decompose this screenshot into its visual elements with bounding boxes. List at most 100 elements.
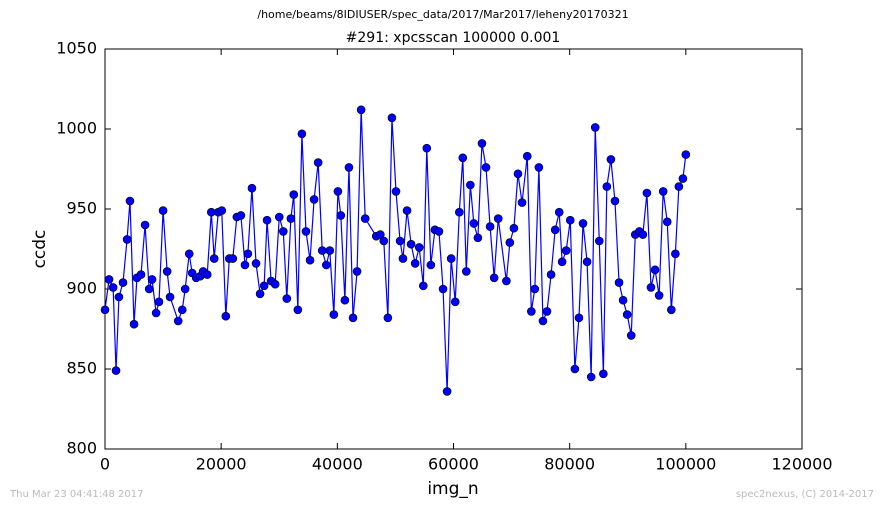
data-point <box>626 331 636 340</box>
data-point <box>360 214 370 223</box>
data-point <box>481 163 491 172</box>
data-point <box>418 281 428 291</box>
footer-left: Thu Mar 23 04:41:48 2017 <box>9 489 143 500</box>
data-point <box>209 254 219 263</box>
y-tick-label: 800 <box>66 439 97 458</box>
data-point <box>681 150 691 159</box>
data-point <box>466 180 475 190</box>
data-point <box>618 295 628 305</box>
data-point <box>158 206 168 215</box>
data-point <box>527 307 536 316</box>
data-point <box>426 260 436 270</box>
data-point <box>297 129 307 139</box>
data-point <box>513 169 523 179</box>
data-point <box>438 284 448 294</box>
data-point <box>502 276 511 286</box>
data-point <box>114 292 124 302</box>
data-point <box>140 220 150 230</box>
data-point <box>274 212 284 222</box>
data-point <box>180 284 190 294</box>
data-point <box>599 369 608 379</box>
data-point <box>530 284 540 294</box>
data-point <box>177 305 187 315</box>
data-point <box>251 259 261 268</box>
x-tick-label: 40000 <box>312 455 363 474</box>
chart-suptitle: /home/beams/8IDIUSER/spec_data/2017/Mar2… <box>257 8 628 21</box>
data-point <box>262 215 272 225</box>
data-point <box>658 187 668 196</box>
x-tick-label: 60000 <box>428 455 479 474</box>
data-point <box>509 223 519 233</box>
data-point <box>144 284 154 294</box>
data-point <box>259 281 269 291</box>
footer-right: spec2nexus, (C) 2014-2017 <box>736 489 874 500</box>
data-point <box>309 195 319 204</box>
data-point <box>395 236 405 246</box>
data-point <box>236 211 246 220</box>
data-point <box>173 316 183 326</box>
data-point <box>505 238 515 247</box>
data-point <box>493 214 503 223</box>
data-point <box>469 219 479 228</box>
data-point <box>489 273 499 283</box>
y-tick-label: 950 <box>66 199 97 218</box>
data-point <box>546 270 556 279</box>
data-point <box>602 182 612 191</box>
data-point <box>410 259 420 268</box>
data-point <box>446 254 456 263</box>
data-point <box>642 188 652 198</box>
data-point <box>461 267 471 276</box>
x-tick-label: 80000 <box>544 455 595 474</box>
data-point <box>586 372 596 382</box>
data-point <box>221 311 231 321</box>
data-point <box>247 183 257 193</box>
data-point <box>329 310 339 319</box>
data-point <box>228 254 238 263</box>
data-point <box>184 249 194 259</box>
data-point <box>387 113 397 123</box>
x-tick-label: 120000 <box>771 455 832 474</box>
data-point <box>538 316 548 326</box>
data-point <box>402 206 412 215</box>
data-point <box>557 257 567 267</box>
data-point <box>147 275 157 284</box>
data-point <box>356 105 366 115</box>
data-point <box>565 215 575 225</box>
data-point <box>458 153 468 163</box>
chart-title: #291: xpcsscan 100000 0.001 <box>346 30 561 46</box>
data-point <box>671 249 680 259</box>
y-tick-label: 900 <box>66 279 97 298</box>
data-point <box>352 267 362 276</box>
data-point <box>286 214 296 223</box>
data-point <box>650 265 660 275</box>
data-point <box>125 196 135 206</box>
data-point <box>582 257 592 267</box>
data-point <box>570 364 580 374</box>
data-point <box>348 313 358 323</box>
data-point <box>255 289 265 299</box>
data-point <box>165 292 175 302</box>
y-tick-label: 1050 <box>56 39 97 58</box>
data-point <box>122 235 132 244</box>
x-tick-label: 20000 <box>196 455 247 474</box>
data-point <box>100 305 110 315</box>
data-point <box>622 310 632 319</box>
x-tick-label: 0 <box>100 455 110 474</box>
data-point <box>217 206 227 215</box>
data-point <box>455 207 464 217</box>
data-point <box>325 246 335 255</box>
data-point <box>104 275 114 284</box>
data-point <box>289 190 299 199</box>
data-point <box>162 267 172 276</box>
x-axis-label: img_n <box>427 479 478 499</box>
data-point <box>522 151 532 161</box>
data-point <box>154 297 164 307</box>
data-point <box>344 163 354 172</box>
data-point <box>422 143 432 153</box>
data-point <box>282 294 292 303</box>
y-tick-label: 1000 <box>56 119 97 138</box>
data-point <box>561 246 571 255</box>
data-point <box>243 249 253 259</box>
data-point <box>473 233 483 243</box>
